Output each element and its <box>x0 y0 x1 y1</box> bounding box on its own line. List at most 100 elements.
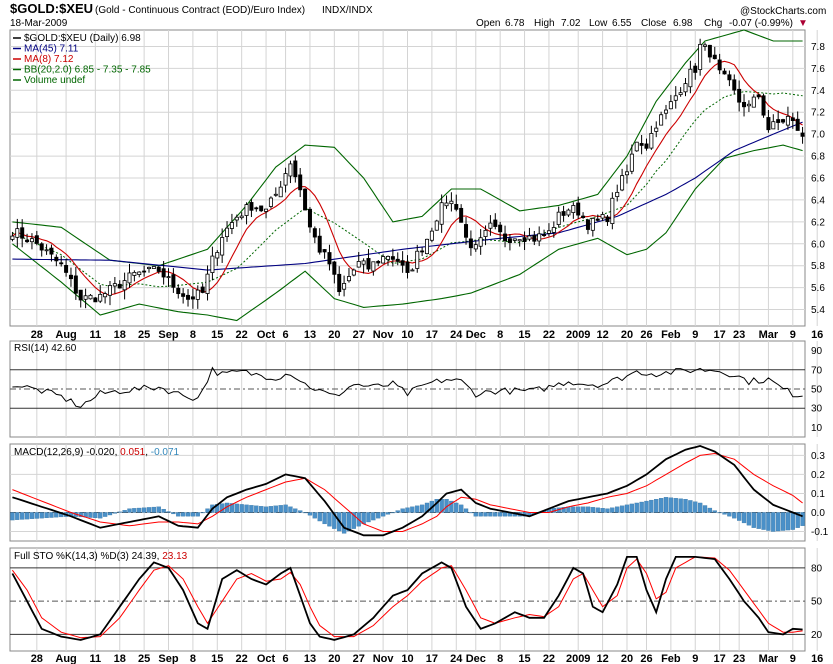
macd-hist-bar-145 <box>717 512 722 514</box>
bb-lower-line <box>12 144 803 322</box>
high-value: 7.02 <box>561 18 581 29</box>
candle-body-83 <box>415 250 420 269</box>
x-tick-25: 26 <box>640 329 652 341</box>
candle-body-121 <box>600 214 605 219</box>
macd-hist-bar-144 <box>712 510 717 513</box>
macd-hist-bar-100 <box>498 512 503 517</box>
candle-body-68 <box>342 283 347 290</box>
candle-body-84 <box>420 250 425 253</box>
macd-y-tick-3: 0.2 <box>811 470 825 481</box>
macd-hist-bar-53 <box>268 506 274 513</box>
candle-body-127 <box>629 153 634 172</box>
macd-hist-bar-121 <box>600 508 605 513</box>
sto-k-value: 24.39 <box>132 551 157 562</box>
macd-hist-bar-30 <box>156 506 161 513</box>
macd-hist-bar-32 <box>166 511 171 513</box>
candle-body-46 <box>234 216 239 221</box>
candle-body-13 <box>73 275 78 294</box>
x-tick-18: Dec <box>466 329 486 341</box>
candle-body-153 <box>756 94 761 98</box>
chg-label: Chg <box>704 18 722 29</box>
candle-body-73 <box>366 258 371 270</box>
macd-hist-bar-47 <box>239 504 244 513</box>
candle-body-123 <box>610 197 615 224</box>
candle-body-61 <box>307 208 312 228</box>
macd-legend-label: MACD(12,26,9) -0.020, 0.051, -0.071 <box>14 447 180 458</box>
macd-hist-bar-65 <box>327 512 332 527</box>
x-tick-12: 20 <box>328 653 340 664</box>
candle-body-36 <box>186 294 191 300</box>
macd-hist-bar-127 <box>629 503 635 513</box>
macd-hist-bar-2 <box>20 512 25 520</box>
x-tick-28: 17 <box>714 653 726 664</box>
macd-hist-bar-97 <box>483 512 488 517</box>
candle-body-7 <box>44 249 49 252</box>
candle-body-25 <box>132 272 137 276</box>
macd-hist-bar-64 <box>322 512 327 525</box>
candle-body-57 <box>288 163 293 177</box>
candle-body-150 <box>742 101 747 108</box>
macd-hist-bar-92 <box>459 504 464 513</box>
macd-hist-bar-151 <box>746 512 752 526</box>
legend-entry-2: MA(8) 7.12 <box>24 54 74 65</box>
macd-hist-bar-117 <box>580 506 586 513</box>
macd-hist-bar-58 <box>293 508 298 513</box>
x-tick-14: Nov <box>373 653 395 664</box>
sto-label: Full STO %K(14,3) %D(3) <box>14 551 129 562</box>
macd-hist-bar-155 <box>766 512 771 531</box>
candle-body-48 <box>244 204 249 216</box>
macd-hist-bar-45 <box>229 503 235 513</box>
candle-body-114 <box>566 209 571 216</box>
macd-hist-bar-80 <box>400 508 405 513</box>
macd-hist-bar-17 <box>93 512 98 519</box>
macd-hist-bar-116 <box>576 506 581 513</box>
macd-legend: MACD(12,26,9) -0.020, 0.051, -0.071 <box>14 447 180 458</box>
x-tick-11: 13 <box>304 329 316 341</box>
macd-hist-bar-22 <box>117 511 122 513</box>
candle-body-109 <box>542 234 547 236</box>
macd-hist-bar-124 <box>615 506 620 513</box>
candle-body-41 <box>210 255 215 273</box>
macd-hist-bar-74 <box>371 512 376 521</box>
macd-hist-bar-21 <box>112 512 118 514</box>
watermark: @StockCharts.com <box>740 6 826 17</box>
sto-y-tick-2: 80 <box>811 563 823 574</box>
candle-body-35 <box>181 293 186 297</box>
candle-body-108 <box>537 233 542 242</box>
x-tick-18: Dec <box>466 653 486 664</box>
candle-body-162 <box>800 132 805 137</box>
macd-hist-bar-141 <box>697 502 703 513</box>
exchange-label: INDX/INDX <box>322 5 373 16</box>
candle-body-137 <box>678 92 683 96</box>
candle-body-96 <box>478 237 483 247</box>
macd-hist-bar-160 <box>790 512 795 530</box>
candle-body-85 <box>425 238 430 255</box>
candle-body-117 <box>581 215 586 218</box>
candle-body-105 <box>522 237 527 242</box>
candle-body-88 <box>439 202 444 225</box>
candle-body-93 <box>464 224 469 238</box>
candle-body-148 <box>732 79 737 91</box>
macd-hist-bar-20 <box>107 512 113 516</box>
rsi-y-tick-4: 90 <box>811 346 823 357</box>
candle-body-5 <box>34 235 39 244</box>
candle-body-92 <box>459 207 464 223</box>
macd-hist-bar-62 <box>312 512 317 519</box>
macd-hist-bar-7 <box>44 512 49 519</box>
macd-hist-bar-122 <box>605 508 610 513</box>
price-y-tick-5: 6.4 <box>811 195 825 206</box>
x-tick-8: 22 <box>236 653 248 664</box>
macd-grid <box>10 444 818 541</box>
x-tick-30: Mar <box>759 329 779 341</box>
x-tick-3: 18 <box>114 653 126 664</box>
candle-body-74 <box>371 261 376 272</box>
candle-body-15 <box>83 295 88 300</box>
macd-hist-bar-78 <box>390 512 396 514</box>
low-value: 6.55 <box>612 18 632 29</box>
candle-body-130 <box>644 143 649 149</box>
macd-hist-bar-159 <box>785 512 791 531</box>
candle-body-147 <box>727 74 732 81</box>
candle-body-66 <box>332 261 337 275</box>
macd-hist-bar-96 <box>478 512 483 517</box>
